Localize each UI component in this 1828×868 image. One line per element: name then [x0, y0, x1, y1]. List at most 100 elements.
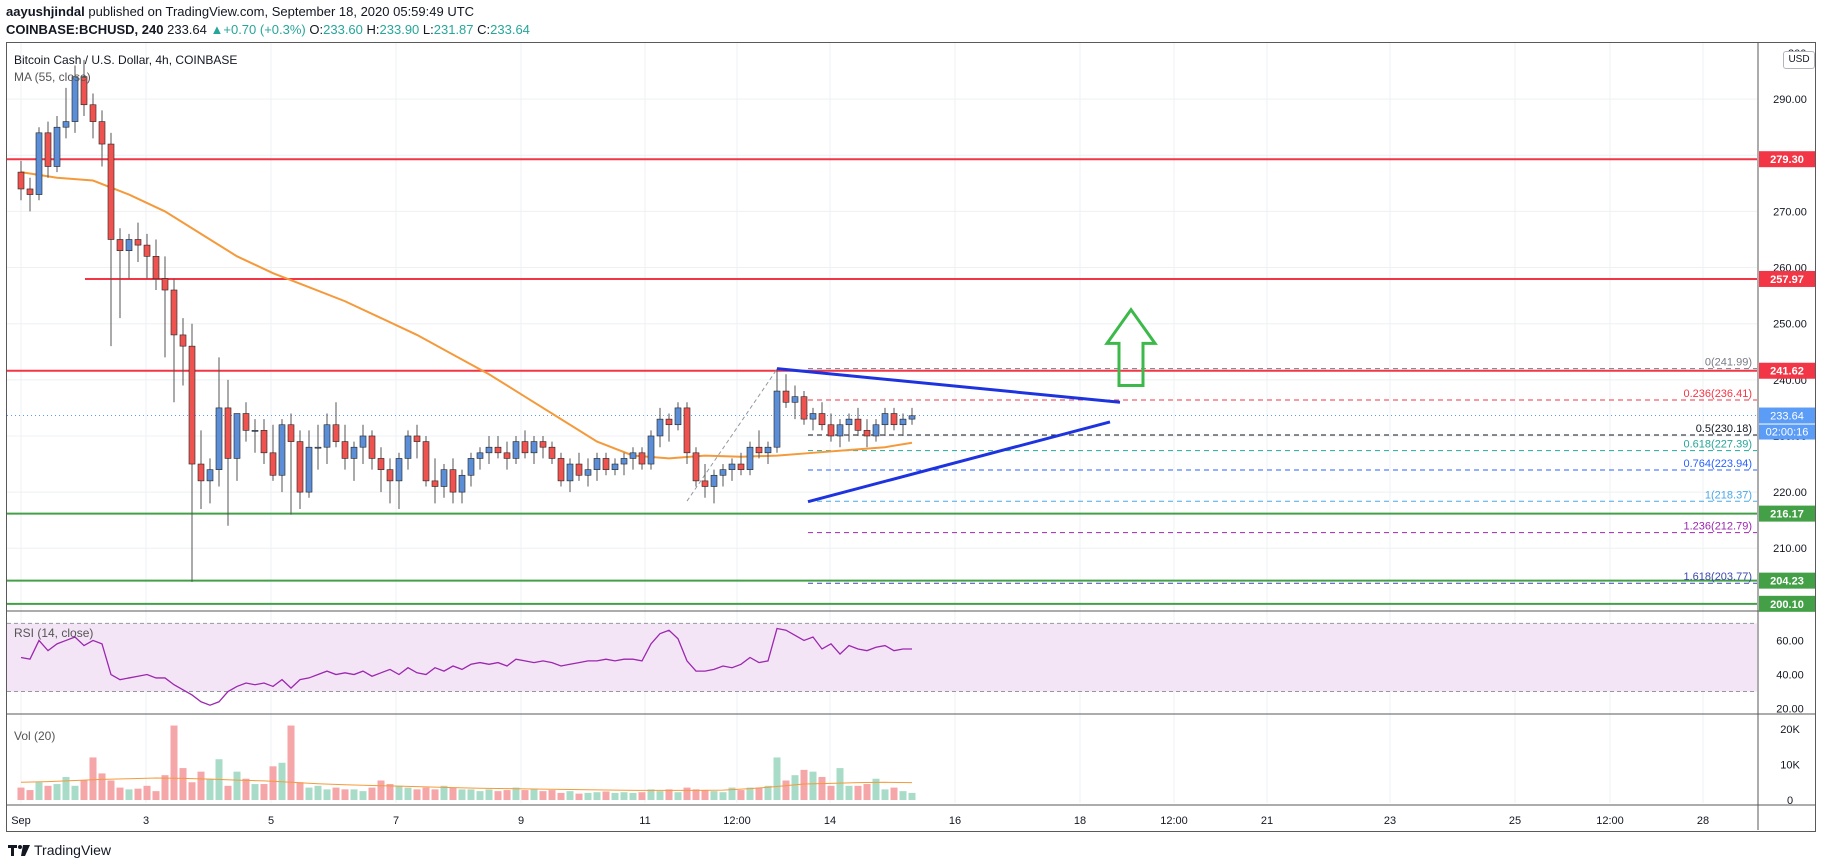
countdown-label: 02:00:16	[1766, 427, 1809, 439]
symbol-line: COINBASE:BCHUSD, 240 233.64 ▲+0.70 (+0.3…	[6, 21, 530, 39]
ma-legend[interactable]: MA (55, close)	[14, 70, 91, 84]
volume-bar	[431, 789, 439, 800]
high-value: 233.90	[379, 22, 420, 37]
volume-bar	[647, 789, 655, 800]
vol-legend[interactable]: Vol (20)	[14, 729, 56, 743]
publish-line: aayushjindal published on TradingView.co…	[6, 3, 474, 21]
current-price-label: 233.64	[1770, 411, 1804, 423]
x-tick-label: 25	[1509, 815, 1521, 827]
candle-body	[575, 463, 583, 476]
volume-bar	[80, 780, 88, 800]
candle-body	[458, 474, 466, 493]
volume-bar	[368, 787, 376, 800]
candle-body	[845, 418, 853, 426]
candle-body	[593, 458, 601, 470]
volume-bar	[845, 785, 853, 800]
fib-label: 1.618(203.77)	[1684, 571, 1753, 583]
brand-name: TradingView	[34, 842, 112, 858]
candle-body	[341, 441, 349, 459]
open-value: 233.60	[323, 22, 363, 37]
rsi-legend[interactable]: RSI (14, close)	[14, 626, 94, 640]
volume-bar	[674, 792, 682, 800]
volume-bar	[512, 787, 520, 800]
volume-bar	[98, 773, 106, 800]
published-text: published on TradingView.com, September …	[88, 4, 475, 19]
volume-bar	[323, 789, 331, 800]
fib-label: 0.5(230.18)	[1696, 423, 1752, 435]
volume-bar	[179, 768, 187, 800]
candle-body	[503, 452, 511, 459]
candle-body	[377, 458, 385, 470]
x-tick-label: 3	[143, 815, 149, 827]
candle-body	[251, 430, 259, 432]
volume-bar	[710, 791, 718, 800]
volume-tick-label: 20K	[1780, 724, 1800, 736]
close-label: C:	[477, 22, 491, 37]
volume-bar	[800, 769, 808, 800]
candle-body	[152, 256, 160, 280]
volume-bar	[521, 790, 529, 800]
volume-bar	[53, 784, 61, 800]
volume-bar	[404, 787, 412, 800]
volume-bar	[287, 725, 295, 800]
volume-bar	[242, 778, 250, 800]
candle-body	[413, 435, 421, 442]
candle-body	[368, 435, 376, 459]
rsi-line	[20, 627, 912, 706]
volume-bar	[116, 787, 124, 800]
volume-bar	[818, 776, 826, 800]
low-label: L:	[422, 22, 434, 37]
level-badge-label: 200.10	[1770, 599, 1804, 611]
volume-bar	[773, 757, 781, 800]
rsi-tick-label: 20.00	[1776, 704, 1804, 716]
candle-body	[143, 244, 151, 257]
candle-body	[791, 396, 799, 403]
volume-bar	[683, 787, 691, 800]
volume-bar	[17, 787, 25, 800]
volume-bar	[395, 785, 403, 800]
volume-bar	[269, 766, 277, 800]
level-badge	[1759, 505, 1815, 522]
volume-bar	[107, 780, 115, 800]
countdown-badge	[1759, 424, 1815, 440]
volume-bar	[881, 789, 889, 800]
candle-body	[746, 446, 754, 470]
close-value: 233.64	[490, 22, 530, 37]
volume-bar	[197, 771, 205, 800]
volume-bar	[314, 785, 322, 800]
volume-bar	[476, 791, 484, 800]
candle-body	[44, 132, 52, 167]
volume-bar	[350, 789, 358, 800]
x-tick-label: 7	[393, 815, 399, 827]
currency-badge[interactable]: USD	[1783, 51, 1815, 69]
candle-body	[539, 441, 547, 448]
candle-body	[485, 446, 493, 454]
volume-bar	[494, 791, 502, 800]
footer-brand[interactable]: TradingView	[8, 842, 111, 858]
candle-body	[737, 463, 745, 470]
candle-body	[890, 413, 898, 426]
candle-body	[755, 446, 763, 454]
volume-bar	[422, 787, 430, 800]
candle-body	[431, 480, 439, 487]
volume-bar	[161, 775, 169, 800]
volume-bar	[782, 780, 790, 800]
candle-body	[359, 435, 367, 448]
volume-bar	[296, 782, 304, 800]
volume-bar	[305, 787, 313, 800]
candle-body	[557, 458, 565, 482]
x-tick-label: 18	[1074, 815, 1086, 827]
volume-bar	[665, 789, 673, 800]
candle-body	[674, 407, 682, 426]
volume-bar	[386, 784, 394, 800]
volume-bar	[341, 789, 349, 800]
level-badge	[1759, 595, 1815, 612]
candle-body	[215, 407, 223, 470]
price-tick-label: 290.00	[1773, 94, 1807, 106]
candle-body	[440, 469, 448, 487]
volume-bar	[62, 776, 70, 800]
price-tick-label: 270.00	[1773, 206, 1807, 218]
volume-bar	[620, 792, 628, 800]
fib-label: 0(241.99)	[1705, 357, 1752, 369]
